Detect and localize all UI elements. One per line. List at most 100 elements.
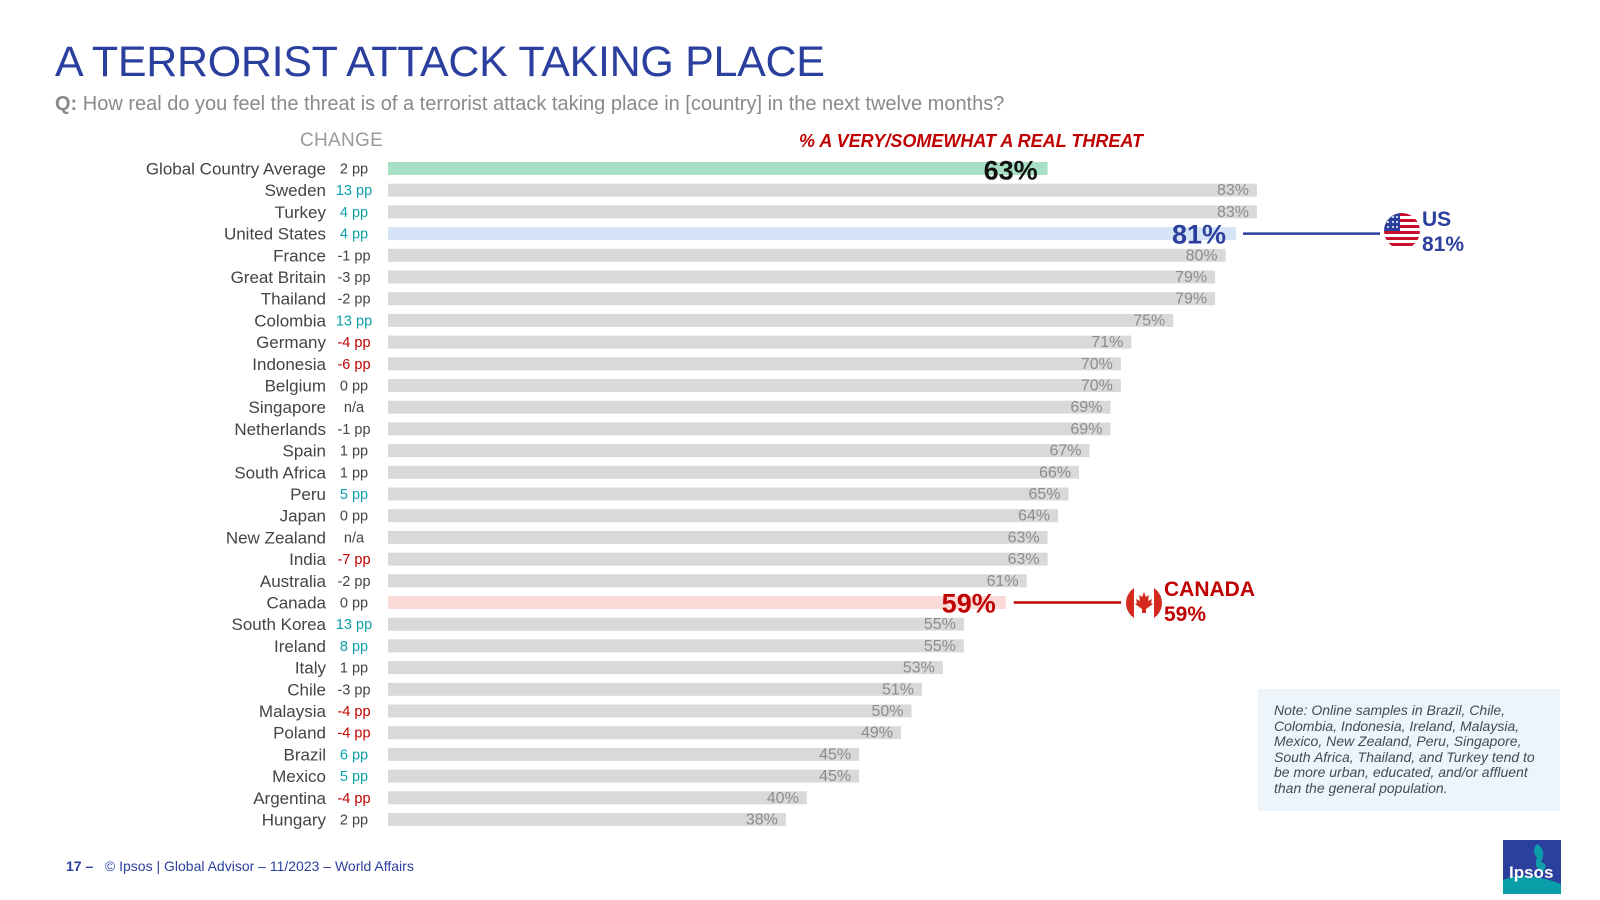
change-label: n/a <box>344 400 365 416</box>
bar <box>388 813 786 826</box>
bar <box>388 465 1080 479</box>
change-label: -4 pp <box>337 791 370 807</box>
change-label: -4 pp <box>337 726 370 742</box>
category-label: India <box>289 550 326 569</box>
category-label: Global Country Average <box>146 160 326 179</box>
change-label: 0 pp <box>340 596 368 612</box>
value-label: 69% <box>1070 421 1102 438</box>
bar <box>388 617 964 631</box>
change-label: 1 pp <box>340 661 368 677</box>
category-label: Great Britain <box>231 268 326 287</box>
value-label: 66% <box>1039 464 1071 481</box>
bar <box>388 509 1059 523</box>
value-label: 53% <box>903 660 935 677</box>
bar <box>388 313 1174 327</box>
value-label: 50% <box>871 703 903 720</box>
change-label: 5 pp <box>340 487 368 503</box>
change-label: -3 pp <box>337 682 370 698</box>
ipsos-logo: Ipsos <box>1503 840 1561 894</box>
bar <box>388 335 1132 349</box>
canada-flag-icon <box>1126 585 1162 621</box>
value-label: 63% <box>1008 551 1040 568</box>
change-column-header: CHANGE <box>300 130 384 151</box>
change-label: 1 pp <box>340 465 368 481</box>
category-label: Ireland <box>274 637 326 656</box>
change-label: 4 pp <box>340 227 368 243</box>
category-label: Mexico <box>272 767 326 786</box>
category-label: Singapore <box>248 398 326 417</box>
footer: 17 – © Ipsos | Global Advisor – 11/2023 … <box>66 858 414 874</box>
bar <box>388 487 1069 501</box>
bar <box>388 704 912 718</box>
value-label: 63% <box>984 156 1038 186</box>
page-number: 17 – <box>66 858 94 874</box>
canada-callout-label: CANADA <box>1164 578 1255 601</box>
survey-question: Q: How real do you feel the threat is of… <box>55 93 1004 116</box>
us-callout-label: US <box>1422 208 1452 231</box>
category-label: Germany <box>256 333 326 352</box>
category-label: Belgium <box>265 377 326 396</box>
category-label: Netherlands <box>234 420 326 439</box>
change-label: 13 pp <box>336 617 372 633</box>
value-label: 83% <box>1217 182 1249 199</box>
category-label: Australia <box>260 572 327 591</box>
category-label: Poland <box>273 724 326 743</box>
bar <box>388 444 1090 458</box>
value-label: 80% <box>1186 247 1218 264</box>
bar <box>388 661 943 675</box>
value-label: 64% <box>1018 508 1050 525</box>
value-label: 79% <box>1175 291 1207 308</box>
value-label: 65% <box>1029 486 1061 503</box>
category-label: South Africa <box>234 463 326 482</box>
bar <box>388 574 1027 588</box>
change-label: 0 pp <box>340 379 368 395</box>
us-callout: US 81% <box>1422 207 1464 257</box>
change-label: 13 pp <box>336 183 372 199</box>
change-label: -2 pp <box>337 574 370 590</box>
value-label: 38% <box>746 812 778 829</box>
category-label: Chile <box>287 680 326 699</box>
value-label: 63% <box>1008 529 1040 546</box>
value-label: 75% <box>1133 312 1165 329</box>
change-label: 2 pp <box>340 813 368 829</box>
us-callout-value: 81% <box>1422 233 1465 256</box>
value-label: 81% <box>1172 220 1226 250</box>
category-label: Sweden <box>265 181 326 200</box>
change-label: 4 pp <box>340 205 368 221</box>
bar <box>388 227 1237 241</box>
value-label: 40% <box>767 790 799 807</box>
change-label: 2 pp <box>340 162 368 178</box>
change-label: 13 pp <box>336 313 372 329</box>
category-label: South Korea <box>231 615 326 634</box>
question-text: How real do you feel the threat is of a … <box>82 93 1005 115</box>
category-label: Malaysia <box>259 702 327 721</box>
value-label: 55% <box>924 638 956 655</box>
category-label: Colombia <box>254 311 326 330</box>
change-label: 0 pp <box>340 509 368 525</box>
category-label: Brazil <box>283 745 326 764</box>
change-label: -4 pp <box>337 704 370 720</box>
methodology-note: Note: Online samples in Brazil, Chile, C… <box>1258 689 1560 811</box>
category-label: France <box>273 246 326 265</box>
change-label: -6 pp <box>337 357 370 373</box>
change-label: -1 pp <box>337 248 370 264</box>
change-label: -3 pp <box>337 270 370 286</box>
bar <box>388 162 1048 175</box>
category-label: Japan <box>280 507 326 526</box>
bar <box>388 596 1006 609</box>
category-label: Spain <box>283 442 326 461</box>
change-label: -7 pp <box>337 552 370 568</box>
bar <box>388 205 1258 219</box>
bar <box>388 552 1048 566</box>
bar <box>388 791 807 805</box>
bar <box>388 530 1048 544</box>
change-label: -2 pp <box>337 292 370 308</box>
bar <box>388 270 1216 284</box>
change-label: n/a <box>344 530 365 546</box>
change-label: -1 pp <box>337 422 370 438</box>
value-label: 45% <box>819 768 851 785</box>
bar <box>388 682 922 696</box>
value-label: 61% <box>987 573 1019 590</box>
category-label: Argentina <box>253 789 326 808</box>
